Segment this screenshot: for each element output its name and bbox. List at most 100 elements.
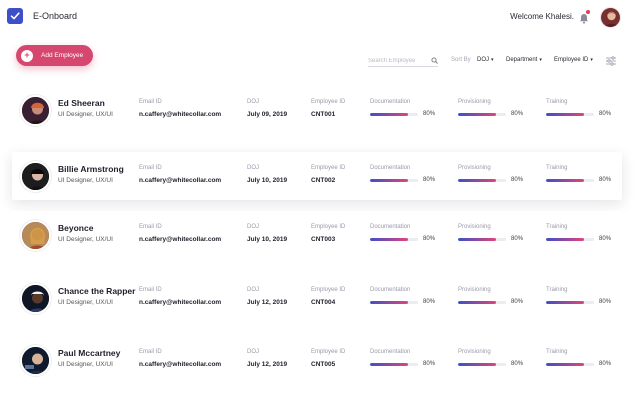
employee-id-value: CNT002 (311, 177, 336, 184)
dropdown-label: DOJ (477, 57, 489, 63)
app-logo-checkbox-icon[interactable] (7, 8, 23, 24)
email-value: n.caffery@whitecollar.com (139, 361, 222, 368)
sort-doj-dropdown[interactable]: DOJ ▾ (477, 57, 494, 63)
search-icon[interactable] (431, 57, 438, 64)
employee-avatar[interactable] (20, 95, 51, 126)
employee-name[interactable]: Beyonce (58, 223, 94, 233)
email-label: Email ID (139, 99, 162, 105)
employee-id-label: Employee ID (311, 165, 346, 171)
employee-row[interactable]: Chance the Rapper UI Designer, UX/UI Ema… (12, 274, 622, 322)
progress-fill (458, 113, 497, 116)
employee-id-value: CNT003 (311, 236, 336, 243)
employee-role: UI Designer, UX/UI (58, 177, 113, 184)
add-employee-button[interactable]: + Add Employee (16, 45, 93, 66)
doj-label: DOJ (247, 165, 259, 171)
employee-id-value: CNT001 (311, 111, 336, 118)
progress-fill (546, 179, 585, 182)
provisioning-percent: 80% (511, 299, 524, 305)
doj-value: July 10, 2019 (247, 177, 288, 184)
employee-role: UI Designer, UX/UI (58, 361, 113, 368)
doj-value: July 12, 2019 (247, 361, 288, 368)
progress-fill (458, 301, 497, 304)
doj-value: July 09, 2019 (247, 111, 288, 118)
employee-id-value: CNT004 (311, 299, 336, 306)
progress-fill (370, 363, 409, 366)
training-label: Training (546, 224, 568, 230)
documentation-percent: 80% (423, 111, 436, 117)
email-value: n.caffery@whitecollar.com (139, 177, 222, 184)
documentation-percent: 80% (423, 361, 436, 367)
documentation-progress-bar (370, 179, 418, 182)
training-progress-bar (546, 363, 594, 366)
documentation-label: Documentation (370, 165, 411, 171)
employee-name[interactable]: Ed Sheeran (58, 98, 105, 108)
employee-id-label: Employee ID (311, 99, 346, 105)
documentation-label: Documentation (370, 287, 411, 293)
provisioning-progress-bar (458, 179, 506, 182)
doj-value: July 10, 2019 (247, 236, 288, 243)
documentation-progress-bar (370, 363, 418, 366)
employee-row[interactable]: Ed Sheeran UI Designer, UX/UI Email ID n… (12, 86, 622, 134)
provisioning-progress-bar (458, 238, 506, 241)
email-label: Email ID (139, 224, 162, 230)
employee-role: UI Designer, UX/UI (58, 236, 113, 243)
provisioning-label: Provisioning (458, 165, 491, 171)
provisioning-progress-bar (458, 301, 506, 304)
doj-label: DOJ (247, 287, 259, 293)
employee-name[interactable]: Chance the Rapper (58, 286, 136, 296)
progress-fill (546, 301, 585, 304)
notification-bell-icon[interactable] (579, 10, 590, 24)
doj-label: DOJ (247, 224, 259, 230)
doj-label: DOJ (247, 349, 259, 355)
documentation-progress-bar (370, 301, 418, 304)
provisioning-progress-bar (458, 113, 506, 116)
employee-avatar[interactable] (20, 345, 51, 376)
employee-avatar[interactable] (20, 161, 51, 192)
employee-name[interactable]: Paul Mccartney (58, 348, 121, 358)
provisioning-label: Provisioning (458, 287, 491, 293)
employee-id-dropdown[interactable]: Employee ID ▾ (554, 57, 593, 63)
training-progress-bar (546, 301, 594, 304)
documentation-progress-bar (370, 238, 418, 241)
progress-fill (546, 238, 585, 241)
documentation-label: Documentation (370, 224, 411, 230)
add-employee-label: Add Employee (41, 52, 84, 59)
employee-avatar[interactable] (20, 283, 51, 314)
email-label: Email ID (139, 165, 162, 171)
progress-fill (370, 238, 409, 241)
progress-fill (458, 363, 497, 366)
documentation-progress-bar (370, 113, 418, 116)
email-label: Email ID (139, 287, 162, 293)
provisioning-percent: 80% (511, 111, 524, 117)
filter-sliders-icon[interactable] (605, 54, 617, 66)
search-input[interactable] (368, 57, 424, 64)
training-progress-bar (546, 179, 594, 182)
user-avatar[interactable] (600, 7, 621, 28)
caret-down-icon: ▾ (590, 57, 593, 63)
top-bar: E-Onboard Welcome Khalesi. (0, 0, 640, 34)
employee-row[interactable]: Beyonce UI Designer, UX/UI Email ID n.ca… (12, 211, 622, 259)
progress-fill (458, 238, 497, 241)
department-dropdown[interactable]: Department ▾ (506, 57, 542, 63)
provisioning-percent: 80% (511, 236, 524, 242)
training-percent: 80% (599, 236, 612, 242)
training-label: Training (546, 99, 568, 105)
provisioning-percent: 80% (511, 361, 524, 367)
employee-avatar[interactable] (20, 220, 51, 251)
dropdown-label: Department (506, 57, 538, 63)
documentation-label: Documentation (370, 99, 411, 105)
employee-row[interactable]: Billie Armstrong UI Designer, UX/UI Emai… (12, 152, 622, 200)
provisioning-label: Provisioning (458, 349, 491, 355)
plus-icon: + (21, 49, 33, 62)
provisioning-label: Provisioning (458, 224, 491, 230)
employee-id-label: Employee ID (311, 349, 346, 355)
employee-row[interactable]: Paul Mccartney UI Designer, UX/UI Email … (12, 336, 622, 384)
progress-fill (546, 363, 585, 366)
documentation-percent: 80% (423, 236, 436, 242)
caret-down-icon: ▾ (491, 57, 494, 63)
training-percent: 80% (599, 299, 612, 305)
caret-down-icon: ▾ (539, 57, 542, 63)
notification-dot (586, 10, 590, 14)
employee-name[interactable]: Billie Armstrong (58, 164, 124, 174)
employee-role: UI Designer, UX/UI (58, 111, 113, 118)
